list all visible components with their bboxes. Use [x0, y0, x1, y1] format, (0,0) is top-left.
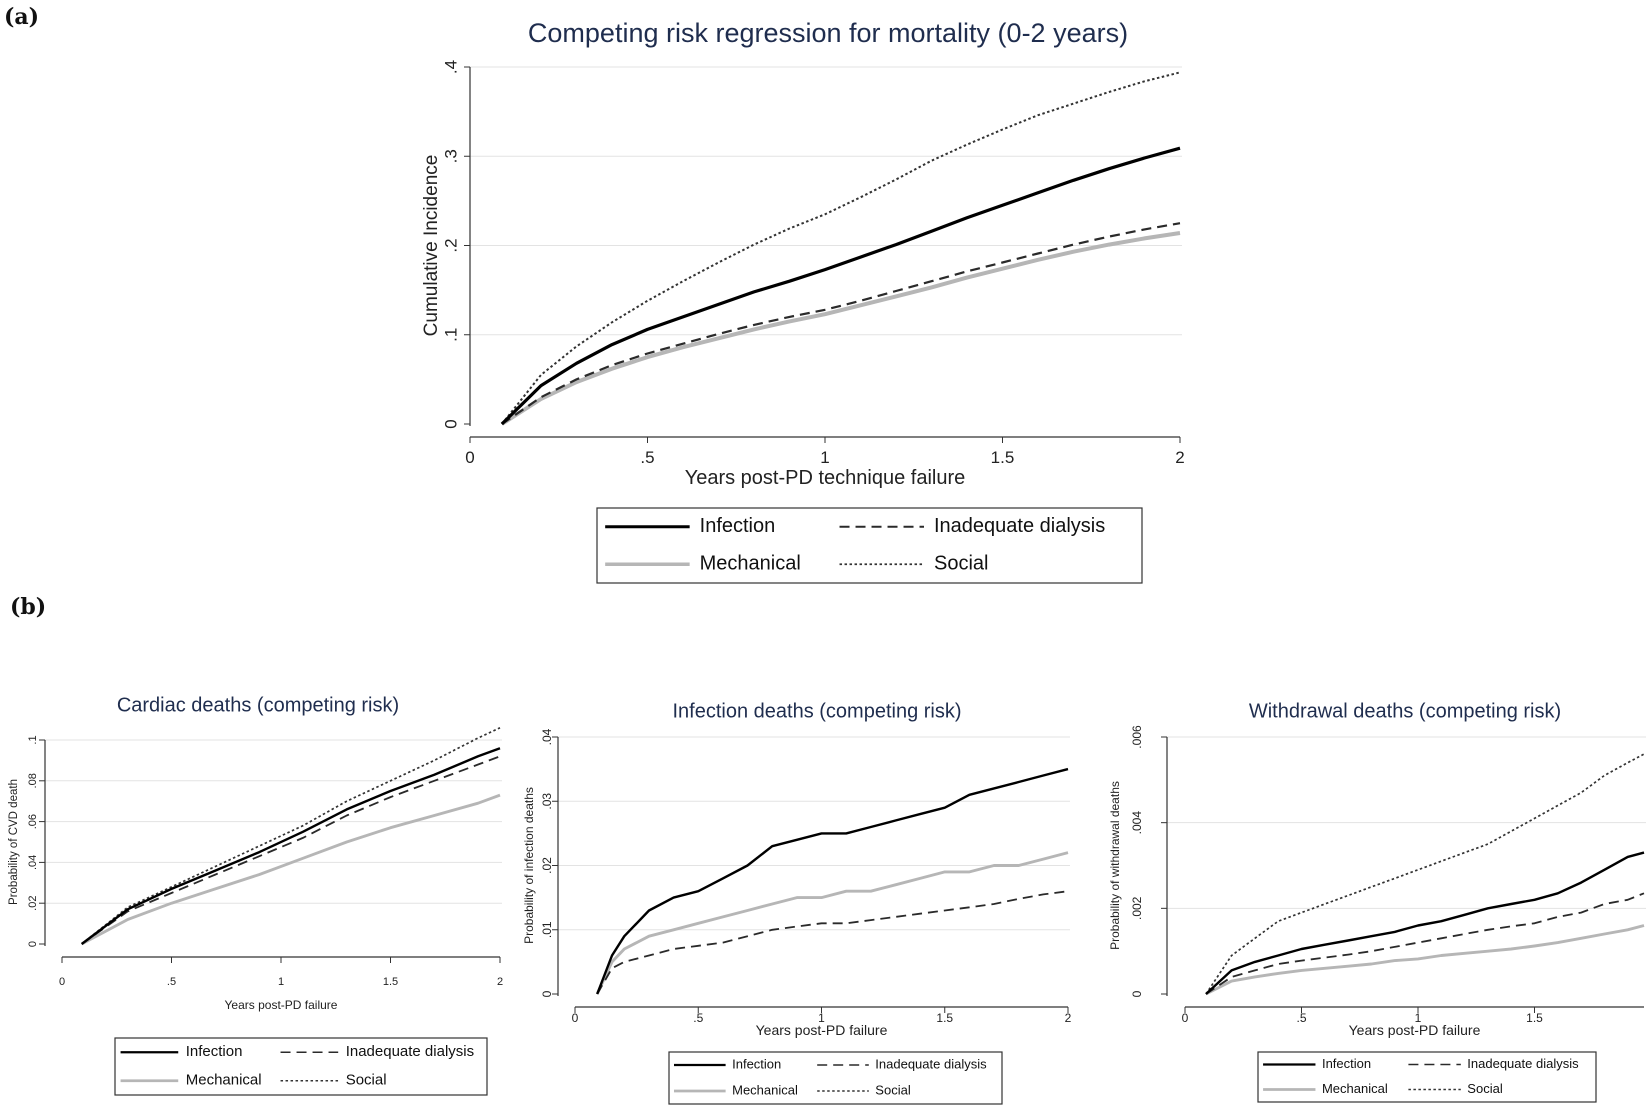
- series-line-mechanical: [1205, 924, 1645, 996]
- y-tick-label: .02: [540, 857, 554, 874]
- x-tick-label: 1.5: [936, 1011, 953, 1025]
- x-tick-label: .5: [640, 448, 654, 467]
- legend-label-inadequate-dialysis: Inadequate dialysis: [346, 1043, 474, 1060]
- x-tick-label: 1.5: [1526, 1011, 1543, 1025]
- y-tick-label: .04: [540, 728, 554, 745]
- y-axis-title: Cumulative Incidence: [421, 155, 442, 337]
- series-line-social: [1205, 753, 1645, 995]
- y-axis-title: Probability of CVD death: [8, 779, 20, 905]
- x-tick-label: 1.5: [383, 976, 398, 988]
- y-tick-label: .08: [27, 773, 39, 788]
- y-tick-label: .3: [441, 149, 460, 163]
- legend-label-mechanical: Mechanical: [186, 1072, 262, 1089]
- chart-4: Withdrawal deaths (competing risk) 0 .002.…: [1108, 700, 1646, 1103]
- x-tick-label: 0: [465, 448, 474, 467]
- legend-label-social: Social: [346, 1072, 387, 1089]
- series-line-mechanical: [595, 851, 1069, 995]
- series-line-inadequate-dialysis: [596, 890, 1069, 995]
- chart-title: Withdrawal deaths (competing risk): [1249, 700, 1561, 722]
- series-line-social: [501, 71, 1181, 425]
- series-line-inadequate-dialysis: [501, 222, 1181, 425]
- x-tick-label: .5: [693, 1011, 703, 1025]
- legend-label-social: Social: [875, 1082, 911, 1097]
- y-tick-label: 0: [27, 941, 39, 947]
- series-line-social: [81, 727, 501, 945]
- x-axis-title: Years post-PD failure: [756, 1022, 888, 1038]
- series-line-mechanical: [500, 231, 1181, 426]
- legend-label-mechanical: Mechanical: [1322, 1081, 1388, 1096]
- x-tick-label: 2: [1175, 448, 1184, 467]
- legend-label-inadequate-dialysis: Inadequate dialysis: [934, 515, 1105, 537]
- y-tick-label: .004: [1130, 811, 1144, 835]
- series-line-infection: [500, 146, 1181, 426]
- series-line-inadequate-dialysis: [81, 755, 501, 945]
- y-tick-label: 0: [441, 419, 460, 428]
- chart-1: Competing risk regression for mortality …: [421, 18, 1185, 584]
- x-tick-label: 1.5: [991, 448, 1015, 467]
- series-line-inadequate-dialysis: [1205, 892, 1645, 995]
- y-tick-label: 0: [540, 990, 554, 997]
- legend-box: [114, 1037, 488, 1096]
- legend-box: [596, 507, 1143, 584]
- x-axis-title: Years post-PD failure: [1349, 1022, 1481, 1038]
- y-tick-label: .1: [441, 328, 460, 342]
- legend-label-mechanical: Mechanical: [700, 553, 801, 575]
- y-tick-label: .002: [1130, 896, 1144, 920]
- chart-2: Cardiac deaths (competing risk) 0 .02 .04 .0…: [8, 694, 503, 1096]
- series-line-infection: [1205, 851, 1645, 995]
- x-tick-label: 2: [497, 976, 503, 988]
- x-tick-label: 1: [278, 976, 284, 988]
- series-line-mechanical: [81, 793, 501, 946]
- legend-label-inadequate-dialysis: Inadequate dialysis: [1467, 1056, 1579, 1071]
- series-line-infection: [596, 767, 1069, 995]
- y-tick-label: .04: [27, 855, 39, 870]
- y-tick-label: .01: [540, 921, 554, 938]
- chart-3: Infection deaths (competing risk) 0 .01 .02…: [522, 700, 1072, 1105]
- y-tick-label: .06: [27, 814, 39, 829]
- legend-label-infection: Infection: [700, 515, 776, 537]
- x-tick-label: .5: [1296, 1011, 1306, 1025]
- x-tick-label: 2: [1065, 1011, 1072, 1025]
- y-tick-label: 0: [1130, 990, 1144, 997]
- legend-box: [1257, 1051, 1597, 1103]
- y-axis-title: Probability of withdrawal deaths: [1108, 781, 1122, 950]
- y-tick-label: .1: [27, 735, 39, 744]
- y-tick-label: .02: [27, 896, 39, 911]
- x-axis-title: Years post-PD technique failure: [685, 467, 966, 489]
- chart-title: Infection deaths (competing risk): [672, 700, 961, 722]
- legend-label-infection: Infection: [186, 1043, 243, 1060]
- legend-box: [668, 1051, 1003, 1105]
- panel-label-a: (a): [4, 4, 40, 30]
- x-tick-label: .5: [167, 976, 176, 988]
- legend-label-infection: Infection: [1322, 1056, 1371, 1071]
- y-tick-label: .03: [540, 793, 554, 810]
- series-line-infection: [80, 747, 501, 945]
- x-tick-label: 0: [572, 1011, 579, 1025]
- y-tick-label: .006: [1130, 725, 1144, 749]
- legend-label-inadequate-dialysis: Inadequate dialysis: [875, 1056, 987, 1071]
- x-tick-label: 1: [1415, 1011, 1422, 1025]
- chart-title: Competing risk regression for mortality …: [528, 18, 1128, 48]
- legend-label-social: Social: [1467, 1081, 1503, 1096]
- x-tick-label: 1: [818, 1011, 825, 1025]
- legend-label-infection: Infection: [732, 1056, 781, 1071]
- y-tick-label: .4: [441, 60, 460, 74]
- x-axis-title: Years post-PD failure: [225, 998, 338, 1012]
- x-tick-label: 1: [820, 448, 829, 467]
- chart-title: Cardiac deaths (competing risk): [117, 694, 399, 716]
- x-tick-label: 0: [59, 976, 65, 988]
- legend-label-mechanical: Mechanical: [732, 1082, 798, 1097]
- y-tick-label: .2: [441, 238, 460, 252]
- y-axis-title: Probability of infection deaths: [522, 787, 536, 944]
- x-tick-label: 0: [1182, 1011, 1189, 1025]
- panel-label-b: (b): [10, 594, 47, 620]
- legend-label-social: Social: [934, 553, 988, 575]
